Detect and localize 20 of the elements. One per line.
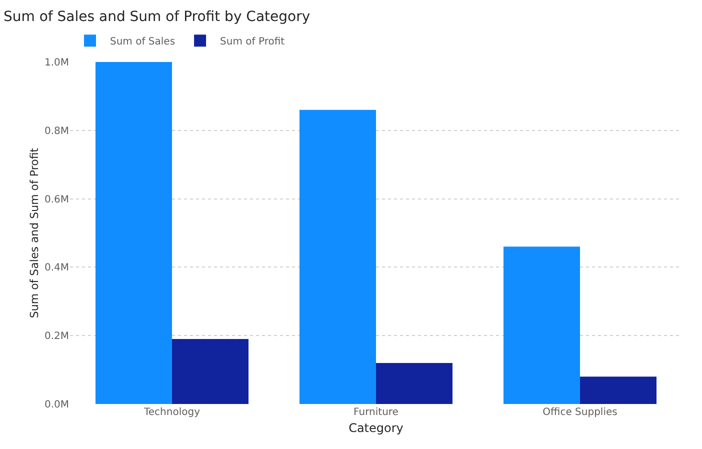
x-axis-title: Category (348, 420, 404, 435)
x-tick-label: Office Supplies (542, 407, 618, 418)
legend-label: Sum of Profit (220, 36, 285, 48)
bar (376, 362, 452, 404)
legend-label: Sum of Sales (110, 36, 176, 48)
y-tick-label: 0.4M (44, 262, 69, 274)
bar (172, 339, 248, 404)
x-tick-label: Furniture (354, 407, 398, 418)
y-tick-label: 1.0M (44, 58, 69, 68)
bar (96, 62, 172, 404)
x-tick-label: Technology (142, 407, 200, 418)
y-tick-label: 0.2M (44, 331, 69, 342)
bar (504, 246, 580, 404)
y-tick-label: 0.6M (44, 194, 69, 206)
bar (580, 376, 656, 404)
chart-title: Sum of Sales and Sum of Profit by Category (4, 9, 310, 26)
y-tick-label: 0.0M (44, 400, 69, 410)
y-axis-title: Sum of Sales and Sum of Profit (28, 147, 41, 318)
bar (300, 110, 376, 404)
y-tick-label: 0.8M (44, 126, 69, 137)
